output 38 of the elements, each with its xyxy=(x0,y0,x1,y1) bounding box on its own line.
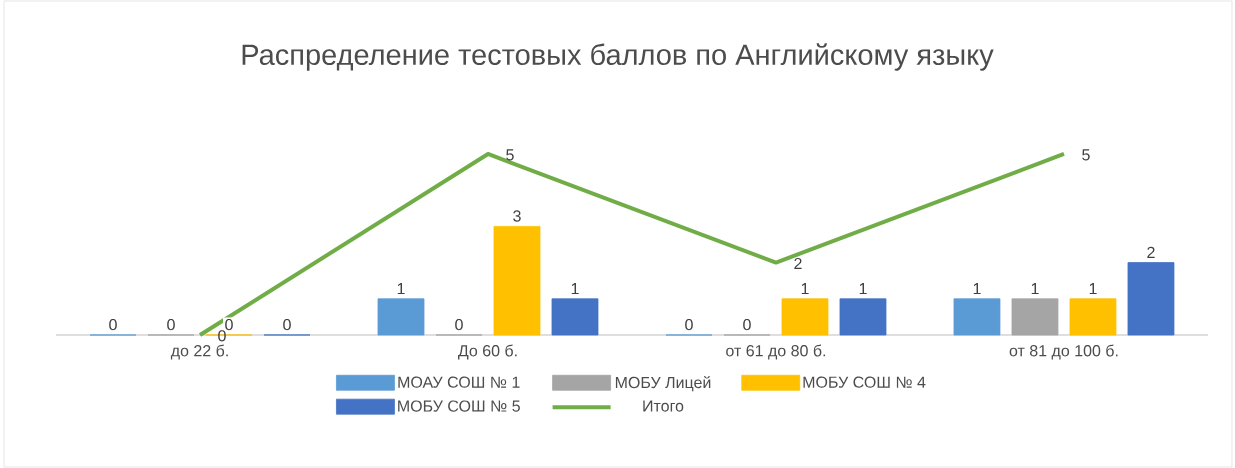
bar xyxy=(1069,298,1117,336)
bar xyxy=(953,298,1001,336)
data-label: 1 xyxy=(571,283,579,295)
data-label: 0 xyxy=(109,318,117,331)
x-tick-label: от 61 до 80 б. xyxy=(726,344,826,360)
bar xyxy=(839,298,887,336)
legend-label: МОБУ СОШ № 5 xyxy=(398,400,520,412)
data-label: 0 xyxy=(283,318,291,331)
bar xyxy=(1011,298,1059,336)
legend-label: Итого xyxy=(643,400,684,412)
x-tick-label: До 60 б. xyxy=(458,344,517,360)
bar xyxy=(493,225,541,336)
data-label: 0 xyxy=(743,318,751,331)
data-label: 1 xyxy=(859,283,867,295)
x-tick-label: от 81 до 100 б. xyxy=(1009,344,1118,360)
data-label: 5 xyxy=(1082,149,1090,161)
data-label: 1 xyxy=(1031,283,1039,295)
legend-label: МОАУ СОШ № 1 xyxy=(398,376,520,388)
bar xyxy=(781,298,829,336)
bar xyxy=(377,298,425,336)
bar xyxy=(551,298,599,336)
data-label: 2 xyxy=(794,257,802,270)
data-label: 1 xyxy=(1089,283,1097,295)
legend-label: МОБУ СОШ № 4 xyxy=(803,376,926,388)
bar xyxy=(1127,262,1175,336)
x-tick-label: до 22 б. xyxy=(170,344,228,360)
data-label: 1 xyxy=(397,283,405,295)
data-label: 5 xyxy=(506,149,514,161)
data-label: 0 xyxy=(225,318,233,331)
data-label: 1 xyxy=(973,283,981,295)
data-label: 0 xyxy=(455,318,463,331)
data-label: 1 xyxy=(801,283,809,295)
data-label: 2 xyxy=(1147,246,1155,258)
legend-label: МОБУ Лицей xyxy=(615,376,711,392)
data-label: 0 xyxy=(167,318,175,331)
chart-title: Распределение тестовых баллов по Английскому языку xyxy=(242,43,994,71)
data-label: 3 xyxy=(513,210,521,222)
data-label: 0 xyxy=(685,318,693,331)
